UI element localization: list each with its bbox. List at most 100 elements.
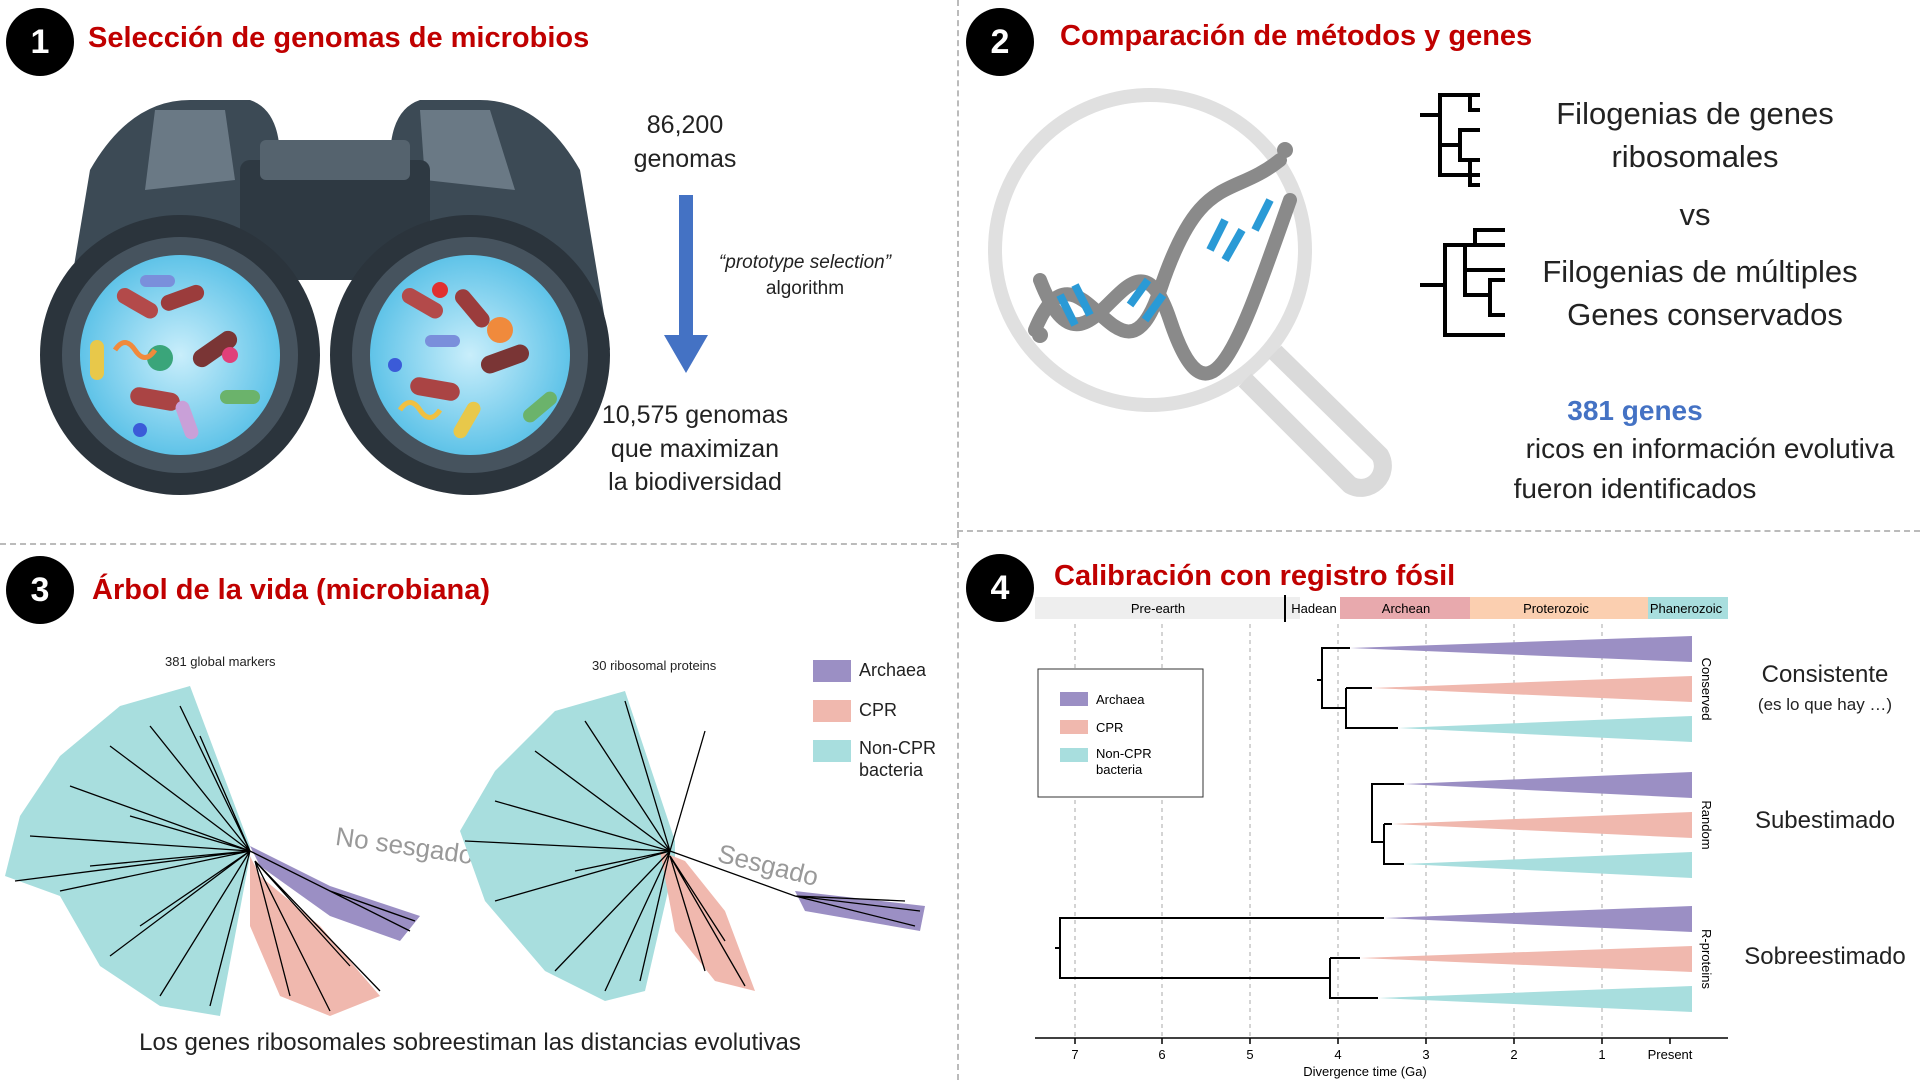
panel-title: Árbol de la vida (microbiana) bbox=[92, 574, 491, 606]
legend-label-cpr: CPR bbox=[859, 700, 898, 720]
eon-label-archean: Archean bbox=[1382, 601, 1430, 616]
result-overestimated: Sobreestimado bbox=[1744, 943, 1906, 970]
result-consistent-note: (es lo que hay …) bbox=[1757, 695, 1893, 714]
eon-proterozoic bbox=[1470, 597, 1655, 619]
panel-title: Calibración con registro fósil bbox=[1054, 560, 1456, 592]
tick-1: 1 bbox=[1598, 1047, 1605, 1062]
result-line-1: 10,575 genomas bbox=[601, 401, 789, 429]
wedge-rproteins-noncpr bbox=[1378, 986, 1692, 1012]
legend-label-bacteria: bacteria bbox=[859, 760, 924, 780]
eon-hadean bbox=[1245, 597, 1300, 619]
eon-archean bbox=[1340, 597, 1510, 619]
result-underestimated: Subestimado bbox=[1754, 807, 1896, 834]
tree-branches bbox=[464, 700, 921, 992]
chart-legend-noncpr: Non-CPR bbox=[1096, 746, 1152, 761]
eon-phanerozoic bbox=[1648, 597, 1728, 619]
algorithm-word: algorithm bbox=[765, 278, 845, 299]
wedge-random-noncpr bbox=[1404, 852, 1692, 878]
chart-legend-swatch-noncpr bbox=[1060, 748, 1088, 762]
eon-label-phanerozoic: Phanerozoic bbox=[1650, 601, 1723, 616]
wedge-conserved-cpr bbox=[1372, 676, 1692, 702]
genome-count-top-unit: genomas bbox=[633, 145, 737, 173]
wedge-random-archaea bbox=[1404, 772, 1692, 798]
vs-label: vs bbox=[1679, 197, 1711, 232]
eon-pre-earth bbox=[1035, 597, 1245, 619]
step-badge-1: 1 bbox=[6, 8, 74, 76]
side-label-conserved: Conserved bbox=[1699, 658, 1714, 721]
step-badge-2: 2 bbox=[966, 8, 1034, 76]
ribosomal-phylogeny-line1: Filogenias de genes bbox=[1556, 96, 1834, 131]
tick-7: 7 bbox=[1071, 1047, 1078, 1062]
biased-tree bbox=[460, 691, 925, 1001]
panel-genome-selection: 1 Selección de genomas de microbios bbox=[0, 0, 955, 540]
wedge-conserved-archaea bbox=[1350, 636, 1692, 662]
wedge-rproteins-cpr bbox=[1360, 946, 1692, 972]
tree1-label: 381 global markers bbox=[165, 654, 276, 669]
panel-tree-of-life: 3 Árbol de la vida (microbiana) 381 glob… bbox=[0, 546, 955, 1080]
legend-item-cpr: CPR bbox=[813, 698, 943, 738]
unbiased-tree bbox=[5, 686, 420, 1016]
panel-title: Comparación de métodos y genes bbox=[1060, 20, 1533, 52]
magnifier-dna-icon bbox=[988, 88, 1392, 497]
genes-line-2: ricos en información evolutiva bbox=[1525, 433, 1895, 464]
genes-line-3: fueron identificados bbox=[1513, 473, 1757, 504]
vertical-divider bbox=[957, 0, 959, 1080]
legend-swatch-cpr bbox=[813, 700, 851, 722]
tree-legend: Archaea CPR Non-CPR bacteria bbox=[813, 658, 943, 788]
side-label-rproteins: R-proteins bbox=[1699, 929, 1714, 989]
tree-rproteins bbox=[1055, 917, 1384, 999]
eon-label-hadean: Hadean bbox=[1291, 601, 1337, 616]
tick-5: 5 bbox=[1246, 1047, 1253, 1062]
legend-item-noncpr: Non-CPR bacteria bbox=[813, 738, 943, 788]
result-line-2: que maximizan bbox=[610, 435, 780, 463]
calibration-chart: Pre-earth Hadean Archean Proterozoic Pha… bbox=[1035, 595, 1728, 1079]
panel-fossil-calibration: 4 Calibración con registro fósil Pre-ear… bbox=[960, 532, 1920, 1080]
wedge-rproteins-archaea bbox=[1384, 906, 1692, 932]
wedge-conserved-noncpr bbox=[1398, 716, 1692, 742]
horizontal-divider-right bbox=[957, 530, 1920, 532]
ribosomal-phylogeny-line2: ribosomales bbox=[1611, 139, 1779, 174]
legend-item-archaea: Archaea bbox=[813, 658, 943, 698]
step-badge-4: 4 bbox=[966, 554, 1034, 622]
side-label-random: Random bbox=[1699, 800, 1714, 849]
ribosomal-phylogeny-icon bbox=[1420, 93, 1480, 187]
chart-legend-archaea: Archaea bbox=[1096, 692, 1145, 707]
x-axis-ticks bbox=[1074, 1038, 1671, 1044]
panel3-caption: Los genes ribosomales sobreestiman las d… bbox=[139, 1029, 801, 1056]
legend-swatch-noncpr bbox=[813, 740, 851, 762]
multigene-phylogeny-line1: Filogenias de múltiples bbox=[1542, 254, 1858, 289]
panel-title: Selección de genomas de microbios bbox=[88, 22, 590, 54]
tree2-label: 30 ribosomal proteins bbox=[592, 658, 717, 673]
tree-random bbox=[1371, 783, 1404, 865]
tree-conserved bbox=[1317, 647, 1398, 729]
tick-3: 3 bbox=[1422, 1047, 1429, 1062]
chart-legend-swatch-archaea bbox=[1060, 692, 1088, 706]
legend-swatch-archaea bbox=[813, 660, 851, 682]
tick-2: 2 bbox=[1510, 1047, 1517, 1062]
chart-legend-swatch-cpr bbox=[1060, 720, 1088, 734]
result-line-3: la biodiversidad bbox=[608, 468, 782, 496]
x-axis-label: Divergence time (Ga) bbox=[1303, 1064, 1427, 1079]
tree-branches bbox=[14, 705, 416, 1012]
legend-label-noncpr: Non-CPR bbox=[859, 738, 937, 758]
horizontal-divider-left bbox=[0, 543, 957, 545]
tick-4: 4 bbox=[1334, 1047, 1341, 1062]
panel-method-comparison: 2 Comparación de métodos y genes Filogen bbox=[960, 0, 1920, 528]
genes-highlight: 381 genes bbox=[1567, 395, 1703, 426]
eon-label-pre-earth: Pre-earth bbox=[1131, 601, 1185, 616]
genome-count-top: 86,200 bbox=[646, 111, 724, 139]
algorithm-name: “prototype selection” bbox=[718, 252, 892, 273]
chart-legend-bacteria: bacteria bbox=[1096, 762, 1143, 777]
down-arrow-icon bbox=[664, 195, 708, 373]
multigene-phylogeny-line2: Genes conservados bbox=[1567, 297, 1843, 332]
eon-label-proterozoic: Proterozoic bbox=[1523, 601, 1589, 616]
tick-6: 6 bbox=[1158, 1047, 1165, 1062]
tick-present: Present bbox=[1648, 1047, 1693, 1062]
result-consistent: Consistente bbox=[1761, 661, 1889, 688]
step-badge-3: 3 bbox=[6, 556, 74, 624]
legend-label-archaea: Archaea bbox=[859, 660, 927, 680]
wedge-random-cpr bbox=[1392, 812, 1692, 838]
binoculars-illustration bbox=[40, 100, 610, 495]
chart-legend-cpr: CPR bbox=[1096, 720, 1123, 735]
multigene-phylogeny-icon bbox=[1420, 228, 1505, 337]
